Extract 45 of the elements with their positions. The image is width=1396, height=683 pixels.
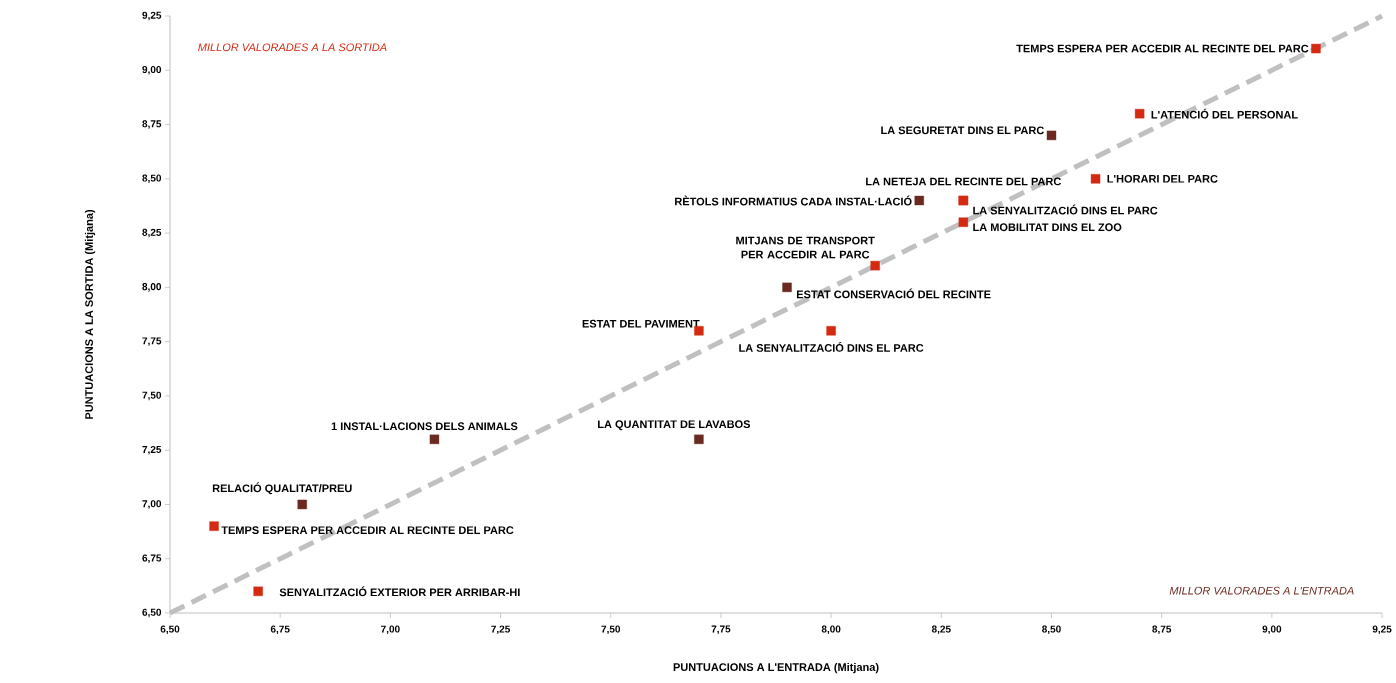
y-tick-label: 7,25 <box>142 445 162 455</box>
y-tick-label: 8,25 <box>142 228 162 238</box>
annotation: ESTAT CONSERVACIÓ DEL RECINTE <box>796 288 991 299</box>
annotation: RÈTOLS INFORMATIUS CADA INSTAL·LACIÓ <box>675 195 912 206</box>
annotation: LA QUANTITAT DE LAVABOS <box>598 420 751 431</box>
x-tick-label: 9,00 <box>1262 625 1282 635</box>
y-tick-label: 8,00 <box>142 283 162 292</box>
x-tick-label: 7,25 <box>491 625 511 635</box>
annotation: SENYALITZACIÓ EXTERIOR PER ARRIBAR-HI <box>279 586 520 597</box>
y-tick-label: 7,50 <box>142 391 162 401</box>
x-tick-label: 8,75 <box>1152 625 1172 635</box>
x-tick-label: 7,75 <box>711 625 731 634</box>
annotation: L'ATENCIÓ DEL PERSONAL <box>1151 108 1298 119</box>
annotation: LA NETEJA DEL RECINTE DEL PARC <box>866 177 1062 186</box>
x-tick-label: 8,00 <box>821 625 841 635</box>
annotation: TEMPS ESPERA PER ACCEDIR AL RECINTE DEL PARC <box>1016 44 1309 53</box>
annotation: RELACIÓ QUALITAT/PREU <box>212 482 352 495</box>
y-tick-label: 9,00 <box>142 66 162 75</box>
annotation: L'HORARI DEL PARC <box>1107 174 1218 183</box>
annotation: ESTAT DEL PAVIMENT <box>582 319 700 328</box>
annotation: MILLOR VALORADES A L'ENTRADA <box>1169 586 1354 595</box>
x-tick-label: 9,25 <box>1372 625 1392 635</box>
annotation: MITJANS DE TRANSPORT PER ACCEDIR AL PARC <box>736 236 875 259</box>
x-tick-label: 6,75 <box>270 625 290 635</box>
y-tick-label: 7,75 <box>142 337 162 346</box>
annotation: LA MOBILITAT DINS EL ZOO <box>973 223 1122 232</box>
x-tick-label: 8,25 <box>931 625 951 635</box>
y-tick-label: 8,50 <box>142 174 162 184</box>
x-axis-title: PUNTUACIONS A L'ENTRADA (Mitjana) <box>673 662 879 674</box>
y-axis-title: PUNTUACIONS A LA SORTIDA (Mitjana) <box>84 209 96 419</box>
annotation: LA SENYALITZACIÓ DINS EL PARC <box>739 341 924 352</box>
x-tick-label: 8,50 <box>1042 625 1061 635</box>
x-tick-label: 7,50 <box>601 625 621 635</box>
annotation: MILLOR VALORADES A LA SORTIDA <box>198 43 387 52</box>
y-tick-label: 7,00 <box>142 500 162 509</box>
annotation: 1 INSTAL·LACIONS DELS ANIMALS <box>331 422 518 431</box>
y-tick-label: 9,25 <box>142 11 162 21</box>
y-tick-label: 6,50 <box>142 608 162 618</box>
x-tick-label: 6,50 <box>160 625 180 635</box>
annotation: LA SENYALITZACIÓ DINS EL PARC <box>973 204 1158 215</box>
annotation: LA SEGURETAT DINS EL PARC <box>881 126 1044 135</box>
annotation: TEMPS ESPERA PER ACCEDIR AL RECINTE DEL PARC <box>221 526 514 535</box>
y-tick-label: 8,75 <box>142 120 162 129</box>
x-tick-label: 7,00 <box>381 625 400 635</box>
y-tick-label: 6,75 <box>142 554 162 563</box>
